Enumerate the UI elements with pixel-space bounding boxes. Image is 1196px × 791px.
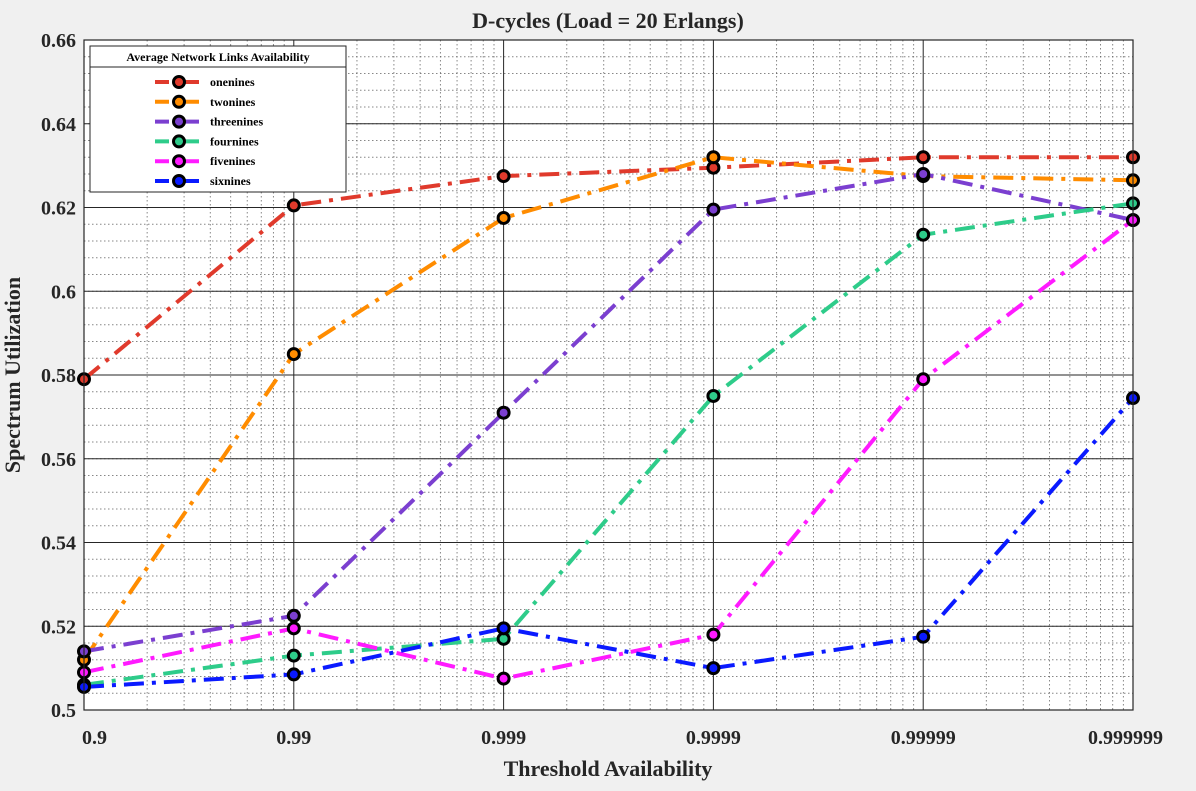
legend-marker-fournines	[172, 134, 186, 149]
y-tick-label: 0.54	[41, 533, 76, 555]
legend-label-sixnines: sixnines	[210, 174, 251, 188]
x-tick-label: 0.99	[276, 727, 311, 749]
legend-marker-sixnines	[172, 174, 186, 188]
x-tick-label: 0.9	[82, 727, 107, 749]
data-point-sixnines	[706, 661, 721, 676]
data-point-onenines	[286, 198, 301, 213]
series-line-fournines	[83, 201, 1134, 687]
series-layer	[77, 150, 1140, 694]
x-tick-label: 0.999999	[1088, 727, 1163, 749]
legend-label-onenines: onenines	[210, 75, 255, 89]
data-point-sixnines	[286, 667, 301, 682]
legend-marker-fivenines	[172, 154, 186, 169]
data-point-fivenines	[706, 627, 721, 642]
x-tick-label: 0.999	[481, 727, 526, 749]
y-tick-label: 0.64	[41, 114, 76, 136]
data-point-threenines	[286, 608, 301, 623]
legend-marker-onenines	[172, 75, 186, 89]
y-tick-label: 0.6	[51, 281, 76, 303]
x-tick-label: 0.99999	[891, 727, 956, 749]
x-axis-label: Threshold Availability	[504, 756, 713, 781]
y-tick-label: 0.56	[41, 449, 76, 471]
y-tick-label: 0.66	[41, 30, 76, 52]
legend-marker-twonines	[172, 94, 186, 109]
legend-label-fivenines: fivenines	[210, 154, 256, 168]
data-point-fournines	[916, 227, 931, 242]
series-line-sixnines	[83, 396, 1135, 689]
series-line-twonines	[82, 155, 1134, 661]
y-tick-labels: 0.5 0.52 0.54 0.56 0.58 0.6 0.62 0.64 0.66	[41, 30, 76, 722]
y-axis-label: Spectrum Utilization	[0, 277, 25, 473]
data-point-onenines	[496, 169, 511, 184]
data-point-twonines	[706, 150, 721, 165]
legend-label-twonines: twonines	[210, 95, 256, 109]
data-point-fivenines	[286, 621, 301, 636]
y-tick-label: 0.58	[41, 365, 76, 387]
y-tick-label: 0.52	[41, 616, 76, 638]
x-tick-labels: 0.9 0.99 0.999 0.9999 0.99999 0.999999	[82, 727, 1163, 749]
data-point-threenines	[496, 405, 511, 420]
data-point-threenines	[706, 202, 721, 217]
data-point-twonines	[496, 210, 511, 225]
y-tick-label: 0.5	[51, 700, 76, 722]
data-point-fivenines	[916, 372, 931, 387]
data-point-twonines	[286, 347, 301, 362]
legend-title: Average Network Links Availability	[126, 50, 309, 64]
series-line-fivenines	[83, 218, 1135, 681]
data-point-threenines	[916, 167, 931, 181]
data-point-fournines	[706, 388, 721, 403]
legend-label-fournines: fournines	[210, 134, 259, 148]
x-tick-label: 0.9999	[686, 727, 741, 749]
plot-frame	[83, 39, 1134, 711]
series-line-onenines	[82, 155, 1133, 381]
data-point-sixnines	[916, 629, 931, 644]
series-line-threenines	[83, 172, 1134, 654]
chart-title: D-cycles (Load = 20 Erlangs)	[472, 8, 744, 33]
legend: Average Network Links Availability oneni…	[89, 45, 347, 193]
data-point-sixnines	[496, 621, 511, 636]
data-point-fournines	[286, 648, 301, 663]
data-point-fivenines	[496, 671, 511, 686]
legend-box	[89, 45, 347, 193]
y-tick-label: 0.62	[41, 198, 76, 220]
legend-label-threenines: threenines	[210, 115, 263, 129]
legend-marker-threenines	[172, 114, 186, 129]
data-point-onenines	[916, 150, 931, 165]
legend-entries: onenines twonines threenines fournines fiven…	[155, 75, 263, 188]
